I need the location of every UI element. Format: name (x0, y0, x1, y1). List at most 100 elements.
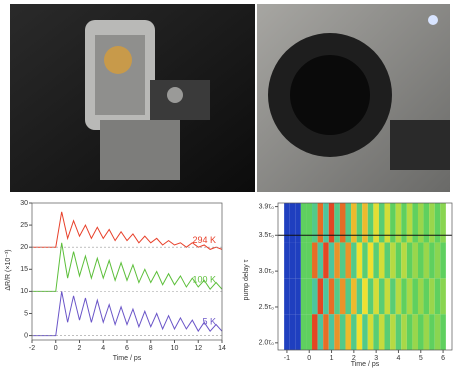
heat-cell (289, 278, 296, 315)
heat-cell (384, 242, 391, 279)
heat-cell (312, 203, 318, 243)
x-axis-label: Time / ps (113, 355, 142, 362)
heat-cell (300, 242, 307, 279)
heat-cell (345, 242, 352, 279)
heat-cell (317, 203, 324, 243)
heat-cell (339, 242, 346, 279)
x-tick-label: 4 (397, 355, 401, 362)
heat-cell (345, 314, 352, 350)
heat-cell (367, 314, 374, 350)
y-tick-label: 5 (24, 310, 28, 317)
heat-cell (306, 278, 313, 315)
heat-cell (417, 278, 424, 315)
x-tick-label: 14 (218, 345, 226, 352)
heat-cell (390, 278, 396, 315)
x-tick-label: 4 (101, 345, 105, 352)
x-tick-label: -1 (284, 355, 290, 362)
heat-cell (323, 203, 329, 243)
series-line (32, 242, 223, 292)
heat-cell (373, 314, 379, 350)
heat-cell (339, 314, 346, 350)
heat-cell (284, 203, 290, 243)
heat-cell (412, 278, 418, 315)
heat-cell (328, 314, 335, 350)
heat-cell (317, 278, 324, 315)
y-tick-label: 30 (20, 200, 28, 207)
heat-cell (395, 242, 402, 279)
heat-cell (434, 314, 441, 350)
heat-cell (323, 242, 329, 279)
heat-cell (339, 278, 346, 315)
x-tick-label: 12 (194, 345, 202, 352)
heat-cell (417, 203, 424, 243)
heat-cell (356, 242, 363, 279)
heat-cell (356, 203, 363, 243)
heat-cell (429, 203, 435, 243)
x-tick-label: 2 (352, 355, 356, 362)
heat-cell (284, 242, 290, 279)
heat-cell (401, 203, 407, 243)
series-line (32, 211, 223, 250)
heat-cell (328, 242, 335, 279)
heat-cell (373, 278, 379, 315)
x-tick-label: 6 (125, 345, 129, 352)
heat-cell (412, 203, 418, 243)
heat-cell (440, 278, 446, 315)
x-axis-label: Time / ps (351, 361, 380, 368)
heat-cell (312, 242, 318, 279)
heat-cell (367, 242, 374, 279)
heat-cell (367, 203, 374, 243)
x-tick-label: 0 (54, 345, 58, 352)
heat-cell (289, 242, 296, 279)
heat-cell (440, 242, 446, 279)
heat-cell (295, 278, 301, 315)
x-tick-label: 10 (171, 345, 179, 352)
heat-cell (356, 314, 363, 350)
y-tick-label: 3.5τ₀ (259, 232, 274, 239)
heat-cell (362, 278, 368, 315)
heat-cell (345, 203, 352, 243)
heat-cell (334, 203, 340, 243)
heat-cell (373, 203, 379, 243)
heat-cell (406, 203, 413, 243)
heat-cell (373, 242, 379, 279)
heat-cell (295, 203, 301, 243)
heat-cell (323, 278, 329, 315)
heat-cell (362, 314, 368, 350)
heat-cell (284, 278, 290, 315)
heat-cell (306, 314, 313, 350)
photo-mount (257, 4, 450, 192)
x-tick-label: 3 (374, 355, 378, 362)
heat-cell (351, 242, 357, 279)
heat-cell (401, 242, 407, 279)
heat-cell (406, 242, 413, 279)
heat-cell (334, 314, 340, 350)
heat-cell (429, 278, 435, 315)
heat-cell (317, 242, 324, 279)
heat-cell (356, 278, 363, 315)
y-tick-label: 0 (24, 332, 28, 339)
heat-cell (300, 203, 307, 243)
heat-cell (334, 242, 340, 279)
heat-cell (378, 203, 385, 243)
plot-frame (31, 202, 223, 341)
x-tick-label: 8 (149, 345, 153, 352)
y-tick-label: 3.0τ₀ (259, 268, 274, 275)
heat-cell (367, 278, 374, 315)
heat-cell (295, 314, 301, 350)
y-tick-label: 2.0τ₀ (259, 340, 274, 347)
heat-cell (345, 278, 352, 315)
heat-cell (351, 314, 357, 350)
heat-cell (306, 203, 313, 243)
heat-cell (390, 203, 396, 243)
heat-cell (406, 278, 413, 315)
heat-cell (295, 242, 301, 279)
heat-cell (317, 314, 324, 350)
heat-cell (401, 314, 407, 350)
heat-cell (384, 314, 391, 350)
heat-cell (434, 203, 441, 243)
heat-cell (351, 203, 357, 243)
heat-cell (423, 203, 430, 243)
